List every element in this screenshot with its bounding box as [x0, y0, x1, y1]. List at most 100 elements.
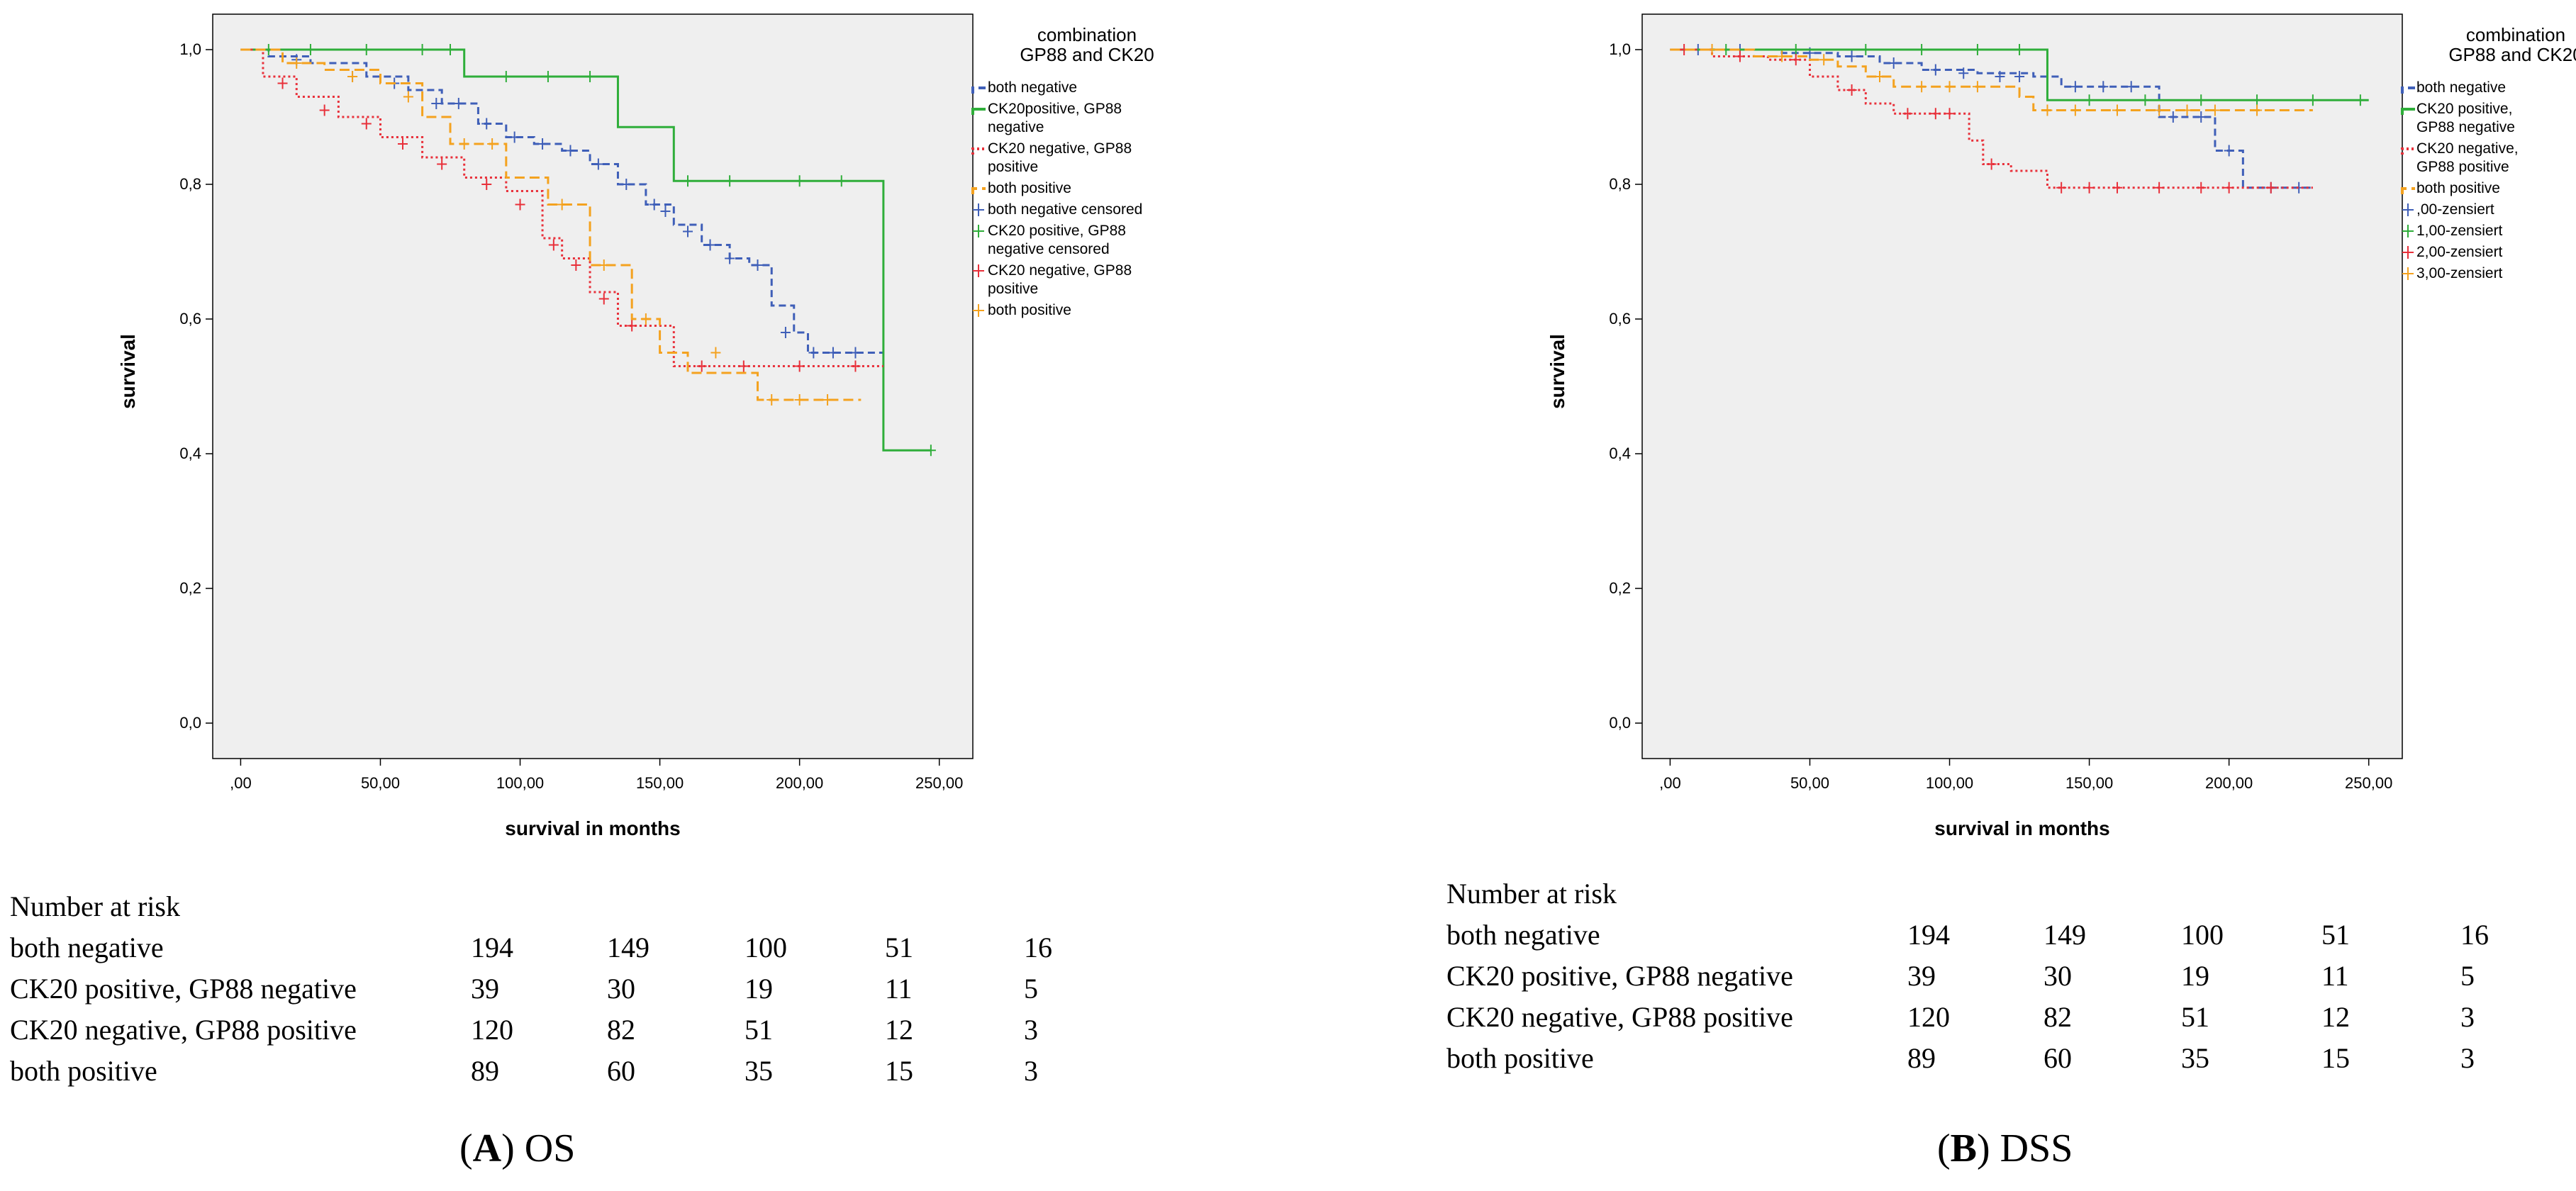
- legend-swatch: [971, 187, 986, 194]
- censor-mark: [598, 259, 609, 271]
- y-tick-label: 0,4: [179, 444, 201, 462]
- series-line: [240, 48, 883, 354]
- censor-mark: [585, 71, 596, 82]
- risk-cell: 11: [2321, 960, 2349, 992]
- censor-mark: [640, 313, 651, 325]
- risk-cell: 5: [1024, 973, 1038, 1005]
- censor-mark: [2252, 104, 2263, 116]
- censor-mark: [627, 320, 637, 332]
- risk-cell: 15: [2321, 1042, 2350, 1074]
- censor-mark: [660, 206, 671, 217]
- censor-mark: [1972, 81, 1983, 93]
- legend-label: CK20 positive,: [2416, 101, 2512, 117]
- censor-mark: [710, 347, 721, 359]
- risk-cell: 51: [2181, 1001, 2209, 1033]
- censor-mark: [598, 293, 609, 305]
- risk-cell: 82: [2043, 1001, 2072, 1033]
- x-tick-label: 250,00: [915, 774, 963, 792]
- censor-mark: [361, 44, 372, 55]
- censor-mark: [398, 138, 408, 150]
- risk-cell: 39: [1907, 960, 1936, 992]
- risk-row-label: both positive: [10, 1055, 157, 1087]
- risk-table-title: Number at risk: [1446, 878, 1617, 910]
- legend-title: GP88 and CK20: [1020, 44, 1154, 65]
- censor-mark: [509, 131, 520, 143]
- censor-mark: [481, 118, 492, 130]
- censor-mark: [621, 179, 632, 190]
- censor-mark: [794, 360, 805, 372]
- series-3: [240, 48, 883, 372]
- risk-cell: 16: [2460, 919, 2489, 951]
- censor-mark: [696, 360, 707, 372]
- censor-mark: [2209, 104, 2220, 116]
- censor-mark: [431, 98, 442, 109]
- x-tick-label: ,00: [1659, 774, 1681, 792]
- censor-mark: [2196, 94, 2207, 106]
- series-line: [1670, 48, 2369, 101]
- censor-mark: [2182, 104, 2192, 116]
- censor-mark: [417, 44, 428, 55]
- km-panel-os: 0,0 0,2 0,4 0,6 0,8 1,0 ,00 50,00 100,00 150,00 20…: [117, 13, 1154, 839]
- censor-mark: [1819, 54, 1829, 66]
- y-tick-label: 0,4: [1609, 444, 1631, 462]
- legend-label: both positive: [2416, 180, 2500, 196]
- censor-mark: [2224, 181, 2234, 194]
- legend-item: CK20 negative, GP88 positive: [971, 140, 1132, 175]
- censor-mark: [515, 198, 525, 211]
- censor-mark: [2140, 94, 2151, 106]
- censor-mark: [1777, 50, 1788, 62]
- risk-cell: 35: [2181, 1042, 2209, 1074]
- risk-table-row: both positive 89 60 35 15 3: [10, 1051, 1088, 1092]
- censor-mark: [2042, 104, 2053, 116]
- risk-cell: 82: [607, 1014, 635, 1046]
- legend-swatch: [971, 86, 986, 94]
- risk-cell: 89: [1907, 1042, 1936, 1074]
- censor-mark: [437, 158, 447, 170]
- risk-cell: 60: [2043, 1042, 2072, 1074]
- y-tick-label: 0,2: [1609, 579, 1631, 597]
- panel-caption-dss: (B) DSS: [1937, 1126, 2073, 1170]
- legend-item: CK20 negative, GP88 positive: [973, 262, 1132, 297]
- risk-cell: 19: [2181, 960, 2209, 992]
- risk-cell: 194: [1907, 919, 1950, 951]
- censor-mark: [2112, 181, 2122, 194]
- censor-mark: [501, 71, 511, 82]
- risk-cell: 30: [607, 973, 635, 1005]
- censor-mark: [593, 158, 603, 170]
- censor-mark: [1846, 50, 1857, 62]
- risk-row-label: CK20 negative, GP88 positive: [1446, 1001, 1793, 1033]
- legend-label: CK20 negative, GP88: [988, 140, 1132, 157]
- risk-cell: 51: [885, 932, 913, 963]
- y-tick-label: 1,0: [179, 40, 201, 58]
- legend-label: both negative censored: [988, 201, 1142, 218]
- censor-mark: [347, 71, 358, 82]
- censor-mark: [823, 394, 833, 406]
- censor-mark: [752, 259, 763, 271]
- series-line: [1670, 48, 2313, 111]
- x-tick-label: 100,00: [1926, 774, 1973, 792]
- legend-label: CK20positive, GP88: [988, 101, 1122, 117]
- censor-mark: [291, 57, 302, 69]
- y-tick-label: 0,6: [179, 310, 201, 328]
- censor-mark: [683, 175, 693, 187]
- censor-mark: [1958, 67, 1969, 79]
- censor-mark: [1917, 44, 1927, 55]
- legend-item: CK20 negative, GP88 positive: [2401, 140, 2519, 175]
- censor-mark: [794, 394, 805, 406]
- x-tick-label: 50,00: [1790, 774, 1829, 792]
- risk-cell: 39: [471, 973, 499, 1005]
- censor-mark: [557, 198, 567, 211]
- legend-item: both positive: [973, 302, 1071, 318]
- x-tick-label: ,00: [230, 774, 252, 792]
- y-tick-label: 0,8: [1609, 175, 1631, 193]
- censor-mark: [2154, 181, 2165, 194]
- legend-label: GP88 positive: [2416, 159, 2509, 175]
- censor-mark: [1995, 71, 2005, 82]
- censor-mark: [305, 44, 316, 55]
- censor-mark: [403, 91, 413, 103]
- legend-item: 3,00-zensiert: [2402, 265, 2503, 281]
- censor-mark: [548, 239, 559, 251]
